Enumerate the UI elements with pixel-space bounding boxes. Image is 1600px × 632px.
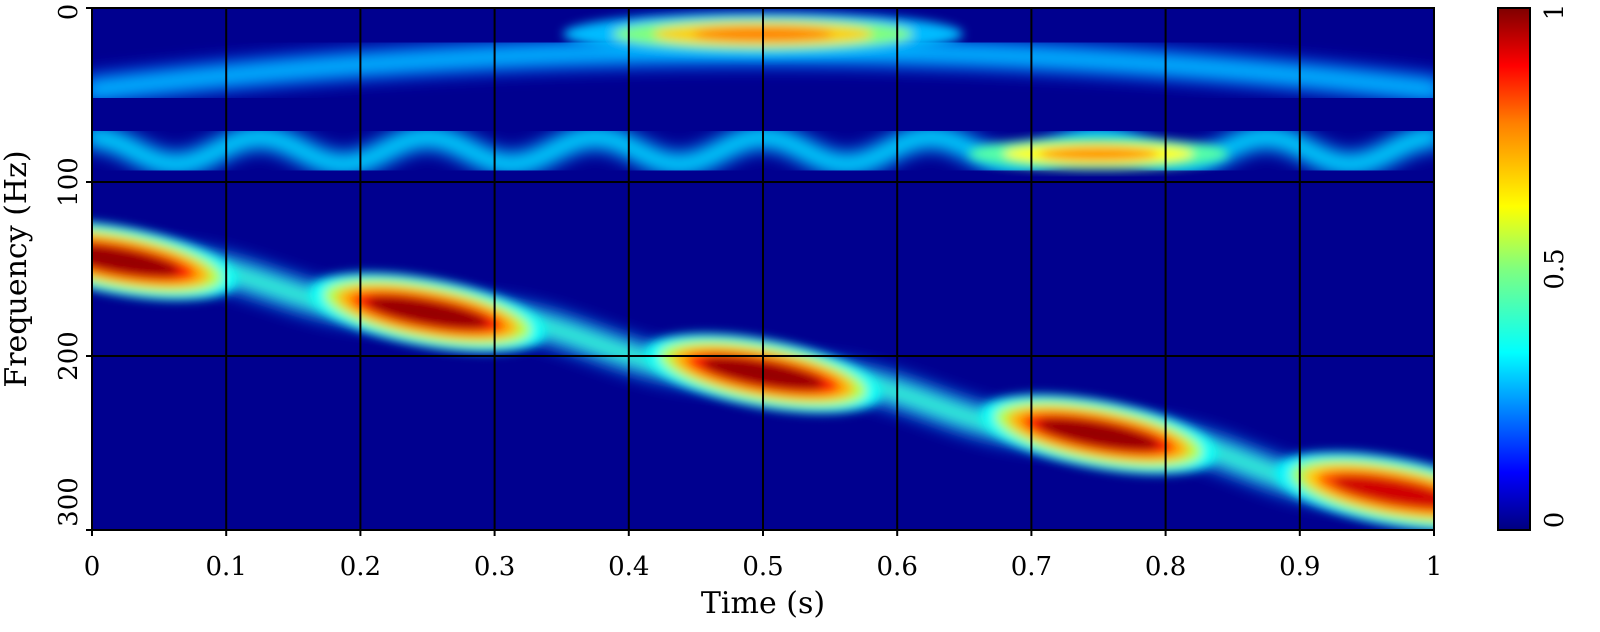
- colorbar-ticks: 00.51: [1540, 4, 1570, 529]
- x-tick-label: 0: [84, 552, 101, 582]
- colorbar: 00.51: [1497, 4, 1570, 531]
- oscillating-band-hotspot: [968, 137, 1229, 170]
- y-axis-label: Frequency (Hz): [0, 150, 34, 387]
- ridge-blob: [1275, 451, 1434, 530]
- x-tick-label: 0.3: [474, 552, 515, 582]
- colorbar-frame: [1497, 7, 1531, 531]
- oscillating-hotspot-ring: [1038, 146, 1159, 161]
- x-tick-label: 0.8: [1145, 552, 1186, 582]
- x-tick-label: 0.4: [608, 552, 649, 582]
- ridge-blob: [309, 272, 546, 353]
- colorbar-gradient: [1498, 8, 1530, 530]
- grid-lines: [92, 8, 1434, 530]
- ridge-blob-ring: [366, 296, 489, 329]
- x-tick-label: 0.1: [206, 552, 247, 582]
- y-tick-label: 200: [54, 331, 84, 381]
- colorbar-tick-label: 0: [1540, 512, 1570, 529]
- x-tick-label: 0.5: [742, 552, 783, 582]
- y-axis-ticks: 0 100 200 300: [54, 4, 92, 531]
- ridge-blob-ring: [1037, 418, 1160, 451]
- x-tick-label: 1: [1426, 552, 1443, 582]
- energy-layer: [92, 12, 1434, 530]
- colorbar-tick-label: 1: [1540, 4, 1570, 21]
- ridge-blob-ring: [92, 244, 180, 277]
- x-tick-label: 0.6: [877, 552, 918, 582]
- x-tick-label: 0.2: [340, 552, 381, 582]
- x-tick-label: 0.7: [1011, 552, 1052, 582]
- ridge-blob-ring: [1332, 475, 1434, 508]
- ridge-blob: [92, 220, 238, 301]
- x-axis-ticks: 0 0.1 0.2 0.3 0.4 0.5 0.6 0.7 0.8 0.9 1: [84, 530, 1443, 582]
- ridge-blob: [980, 394, 1217, 475]
- y-tick-label: 100: [54, 157, 84, 207]
- x-axis-label: Time (s): [701, 586, 825, 621]
- y-tick-label: 300: [54, 477, 84, 527]
- y-tick-label: 0: [54, 4, 84, 21]
- colorbar-tick-label: 0.5: [1540, 248, 1570, 289]
- x-tick-label: 0.9: [1279, 552, 1320, 582]
- plot-area: [91, 7, 1435, 531]
